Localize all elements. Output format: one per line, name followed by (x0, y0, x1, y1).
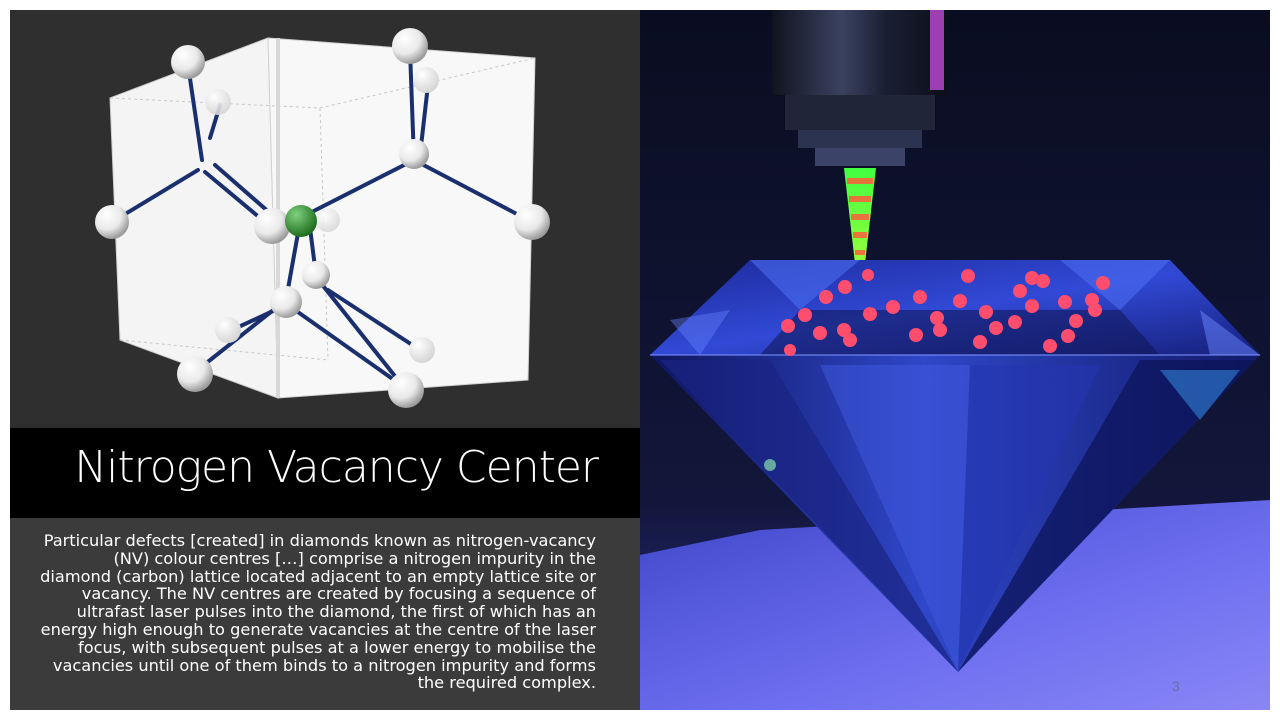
nitrogen-atom (285, 205, 317, 237)
title-bar: Nitrogen Vacancy Center (10, 428, 640, 518)
diamond (650, 260, 1260, 672)
lattice-cube (109, 37, 536, 399)
page-number: 3 (1172, 678, 1180, 694)
microscope-objective (772, 10, 947, 166)
diamond-laser-image (640, 10, 1270, 710)
slide-title: Nitrogen Vacancy Center (74, 442, 599, 493)
sparkle (764, 459, 776, 471)
body-text: Particular defects [created] in diamonds… (40, 531, 596, 693)
nv-defects (781, 269, 1110, 356)
carbon-atoms (95, 28, 550, 408)
body-text-box: Particular defects [created] in diamonds… (10, 518, 640, 710)
left-panel: Nitrogen Vacancy Center Particular defec… (10, 10, 640, 710)
nv-lattice-diagram (10, 10, 640, 426)
